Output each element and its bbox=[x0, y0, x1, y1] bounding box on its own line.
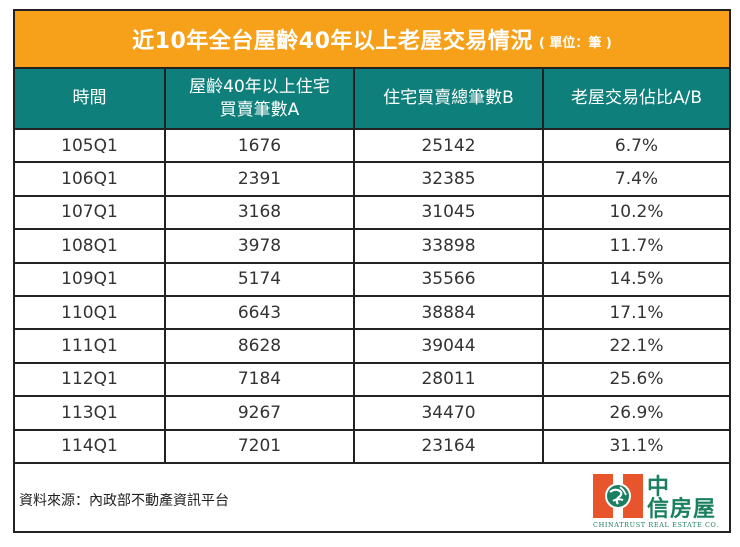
cell-period: 112Q1 bbox=[15, 362, 165, 398]
table-row: 106Q1 2391 32385 7.4% bbox=[15, 162, 729, 197]
cell-period: 111Q1 bbox=[15, 329, 165, 364]
logo-cn-line2: 信房屋 bbox=[647, 497, 717, 522]
logo-cn-line1: 中 bbox=[647, 475, 670, 500]
logo-en-text: CHINATRUST REAL ESTATE CO. bbox=[593, 521, 719, 529]
cell-old-house-count: 9267 bbox=[164, 396, 354, 431]
header-share-ratio: 老屋交易佔比A/B bbox=[542, 69, 729, 130]
cell-total-count: 28011 bbox=[353, 362, 543, 398]
cell-total-count: 35566 bbox=[353, 262, 543, 297]
cell-period: 110Q1 bbox=[15, 295, 165, 331]
cell-period: 113Q1 bbox=[15, 396, 165, 431]
table-row: 112Q1 7184 28011 25.6% bbox=[15, 362, 729, 398]
table-row: 109Q1 5174 35566 14.5% bbox=[15, 262, 729, 297]
header-total-count: 住宅買賣總筆數B bbox=[353, 69, 543, 130]
chinatrust-real-estate-logo: 中 信房屋 CHINATRUST REAL ESTATE CO. bbox=[593, 471, 721, 531]
title-banner: 近10年全台屋齡40年以上老屋交易情況 ( 單位：筆 ) bbox=[15, 11, 729, 69]
cell-period: 109Q1 bbox=[15, 262, 165, 297]
cell-total-count: 32385 bbox=[353, 162, 543, 197]
cell-share-ratio: 31.1% bbox=[542, 429, 729, 464]
header-old-house-count-line1: 屋齡40年以上住宅 bbox=[189, 76, 330, 97]
cell-total-count: 31045 bbox=[353, 195, 543, 231]
table-title: 近10年全台屋齡40年以上老屋交易情況 bbox=[132, 29, 533, 54]
cell-share-ratio: 22.1% bbox=[542, 329, 729, 364]
table-row: 113Q1 9267 34470 26.9% bbox=[15, 396, 729, 431]
table-row: 110Q1 6643 38884 17.1% bbox=[15, 295, 729, 331]
cell-share-ratio: 7.4% bbox=[542, 162, 729, 197]
table-body: 105Q1 1676 25142 6.7% 106Q1 2391 32385 7.4% 107Q… bbox=[15, 129, 729, 464]
cell-period: 107Q1 bbox=[15, 195, 165, 231]
cell-old-house-count: 2391 bbox=[164, 162, 354, 197]
cell-period: 114Q1 bbox=[15, 429, 165, 464]
cell-old-house-count: 3168 bbox=[164, 195, 354, 231]
transactions-table: 時間 屋齡40年以上住宅 買賣筆數A 住宅買賣總筆數B 老屋交易佔比A/B 10… bbox=[15, 69, 729, 464]
cell-share-ratio: 11.7% bbox=[542, 229, 729, 264]
header-period: 時間 bbox=[15, 69, 165, 130]
table-row: 105Q1 1676 25142 6.7% bbox=[15, 129, 729, 164]
table-row: 107Q1 3168 31045 10.2% bbox=[15, 195, 729, 231]
cell-old-house-count: 3978 bbox=[164, 229, 354, 264]
data-table-card: 近10年全台屋齡40年以上老屋交易情況 ( 單位：筆 ) 時間 屋齡40年以上住… bbox=[13, 9, 731, 533]
logo-globe-icon bbox=[593, 474, 643, 518]
cell-total-count: 34470 bbox=[353, 396, 543, 431]
cell-share-ratio: 6.7% bbox=[542, 129, 729, 164]
cell-old-house-count: 8628 bbox=[164, 329, 354, 364]
cell-share-ratio: 17.1% bbox=[542, 295, 729, 331]
cell-period: 105Q1 bbox=[15, 129, 165, 164]
table-row: 108Q1 3978 33898 11.7% bbox=[15, 229, 729, 264]
cell-old-house-count: 7201 bbox=[164, 429, 354, 464]
cell-share-ratio: 14.5% bbox=[542, 262, 729, 297]
data-source-note: 資料來源：內政部不動產資訊平台 bbox=[19, 493, 229, 509]
cell-share-ratio: 25.6% bbox=[542, 362, 729, 398]
header-old-house-count: 屋齡40年以上住宅 買賣筆數A bbox=[164, 69, 354, 130]
cell-period: 108Q1 bbox=[15, 229, 165, 264]
cell-total-count: 25142 bbox=[353, 129, 543, 164]
cell-old-house-count: 1676 bbox=[164, 129, 354, 164]
cell-share-ratio: 26.9% bbox=[542, 396, 729, 431]
cell-total-count: 23164 bbox=[353, 429, 543, 464]
cell-total-count: 39044 bbox=[353, 329, 543, 364]
cell-old-house-count: 5174 bbox=[164, 262, 354, 297]
cell-share-ratio: 10.2% bbox=[542, 195, 729, 231]
table-row: 114Q1 7201 23164 31.1% bbox=[15, 429, 729, 464]
unit-label: ( 單位：筆 ) bbox=[538, 35, 612, 51]
cell-total-count: 38884 bbox=[353, 295, 543, 331]
footer: 資料來源：內政部不動產資訊平台 中 信房屋 CHINATRUST REAL ES… bbox=[15, 465, 729, 531]
header-row: 時間 屋齡40年以上住宅 買賣筆數A 住宅買賣總筆數B 老屋交易佔比A/B bbox=[15, 69, 729, 130]
cell-period: 106Q1 bbox=[15, 162, 165, 197]
cell-total-count: 33898 bbox=[353, 229, 543, 264]
table-row: 111Q1 8628 39044 22.1% bbox=[15, 329, 729, 364]
cell-old-house-count: 7184 bbox=[164, 362, 354, 398]
header-old-house-count-line2: 買賣筆數A bbox=[219, 99, 300, 120]
cell-old-house-count: 6643 bbox=[164, 295, 354, 331]
